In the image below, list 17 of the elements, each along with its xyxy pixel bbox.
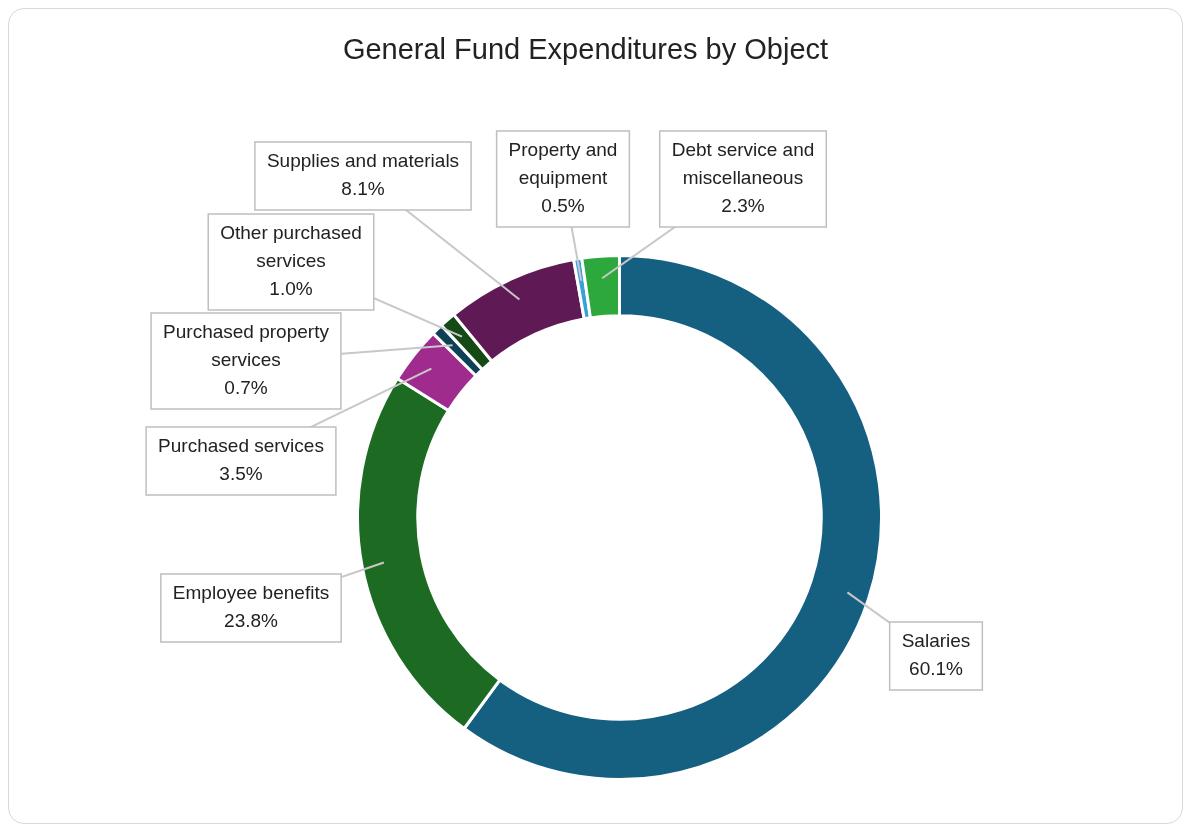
slice-label: Salaries bbox=[901, 630, 971, 652]
slice-label: Employee benefits bbox=[172, 582, 330, 604]
data-label: 1.0% bbox=[269, 278, 313, 300]
data-label: 0.7% bbox=[224, 377, 268, 399]
data-label: 8.1% bbox=[341, 178, 385, 200]
slice-label: Property and equipment bbox=[508, 139, 618, 189]
data-label: 0.5% bbox=[541, 195, 585, 217]
data-label: 2.3% bbox=[721, 195, 765, 217]
slice-label: Debt service and miscellaneous bbox=[671, 139, 815, 189]
slice-label: Other purchased services bbox=[220, 222, 362, 272]
slice-label: Supplies and materials bbox=[266, 150, 460, 172]
slice-label: Purchased services bbox=[158, 435, 324, 457]
data-label: 60.1% bbox=[909, 658, 964, 680]
data-label: 3.5% bbox=[219, 463, 263, 485]
chart-title: General Fund Expenditures by Object bbox=[342, 33, 829, 65]
data-label: 23.8% bbox=[224, 610, 279, 632]
slice-label: Purchased property services bbox=[163, 321, 330, 371]
